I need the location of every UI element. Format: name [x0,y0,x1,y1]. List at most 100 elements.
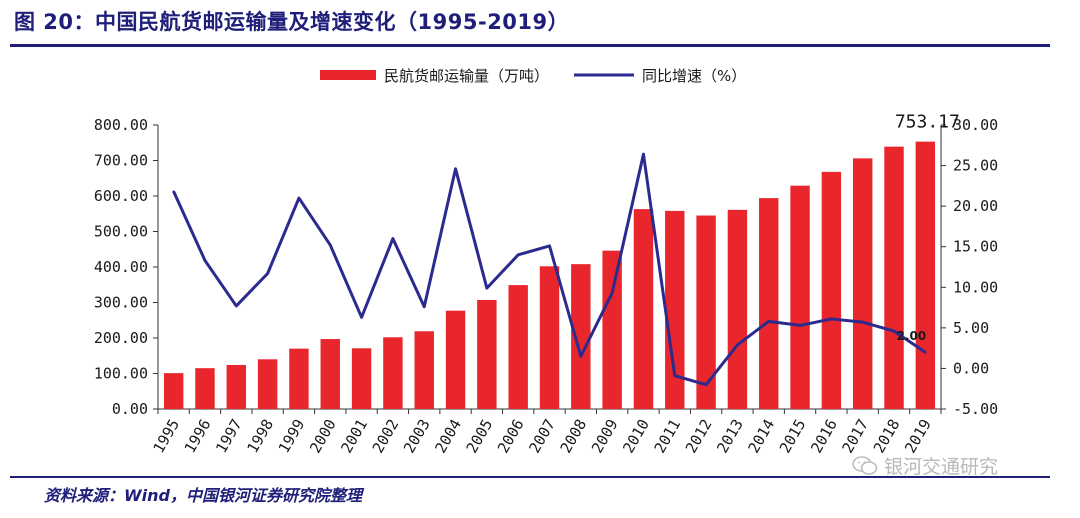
x-tick-label: 1996 [181,416,215,456]
line-point-1996 [203,259,207,262]
bar-2019 [915,141,936,410]
x-axis-labels: 1995199619971998199920002001200220032004… [149,409,942,456]
footer-divider [10,476,1050,478]
legend-line-label: 同比增速（%） [642,67,746,85]
bar-1998 [257,359,278,409]
line-point-2013 [736,343,739,347]
title-divider [10,44,1050,47]
line-point-1995 [172,190,175,193]
x-tick-label: 1998 [243,416,277,456]
left-tick-label: 300.00 [94,294,148,312]
line-point-2008 [579,355,583,358]
x-tick-label: 2016 [807,416,841,456]
left-tick-label: 800.00 [94,116,148,134]
bar-2001 [351,348,372,409]
bar-2006 [508,285,528,409]
line-point-1997 [235,304,238,308]
wechat-icon [852,455,878,475]
x-tick-label: 2006 [494,416,528,456]
bar-2000 [320,339,340,409]
bar-2007 [539,266,560,409]
line-point-2012 [704,383,708,386]
bar-2014 [759,198,779,409]
left-tick-label: 100.00 [94,365,148,383]
legend-bar-swatch [320,70,376,80]
watermark: 银河交通研究 [852,452,998,479]
bar-1995 [163,373,184,409]
right-tick-label: 25.00 [953,157,998,175]
line-point-2011 [673,374,676,377]
bar-2009 [602,250,622,409]
bar-1999 [289,348,309,409]
x-tick-label: 2003 [400,416,434,456]
line-point-2003 [423,305,426,308]
figure-title: 图 20：中国民航货邮运输量及增速变化（1995-2019） [14,10,570,34]
line-point-2005 [485,286,489,290]
line-point-2006 [516,253,520,257]
x-tick-label: 1999 [275,416,309,456]
bar-2005 [477,300,497,409]
line-data-label: 2.00 [897,329,927,343]
bar-1997 [226,364,247,409]
right-tick-label: -5.00 [953,400,998,418]
line-point-2019 [924,351,927,354]
left-tick-label: 600.00 [94,187,148,205]
x-tick-label: 2011 [651,416,685,456]
bar-2013 [727,209,748,409]
right-tick-label: 15.00 [953,238,998,256]
line-point-2018 [892,329,896,333]
left-tick-label: 200.00 [94,329,148,347]
line-point-2014 [767,320,770,323]
line-point-2010 [642,153,645,156]
left-axis-ticks: 0.00 100.00 200.00 300.00 400.00 500.00 600.00… [94,116,158,418]
bar-2010 [633,209,654,409]
right-tick-label: 20.00 [953,197,998,215]
bar-2003 [414,331,434,409]
x-tick-label: 2001 [337,416,371,456]
x-tick-label: 2014 [745,416,779,456]
x-tick-label: 2012 [682,416,716,456]
x-tick-label: 2004 [431,416,465,456]
bar-2004 [445,310,466,409]
right-tick-label: 0.00 [953,359,989,377]
right-tick-label: 30.00 [953,116,998,134]
data-labels: 753.17 2.00 [895,112,960,344]
x-tick-label: 2008 [557,416,591,456]
bar-data-label: 753.17 [895,112,960,133]
x-tick-label: 2019 [901,416,935,456]
x-tick-label: 2013 [713,416,747,456]
right-tick-label: 10.00 [953,278,998,296]
x-tick-label: 2005 [463,416,497,456]
x-tick-label: 2010 [619,416,653,456]
bar-series [163,141,936,410]
x-tick-label: 2000 [306,416,340,456]
right-axis-ticks: -5.00 0.00 5.00 10.00 15.00 20.00 25.00 30.00 [941,116,998,418]
line-series [172,152,927,387]
bar-2011 [665,210,685,409]
line-point-2000 [329,243,332,247]
left-tick-label: 0.00 [112,400,148,418]
legend-bar-label: 民航货邮运输量（万吨） [384,67,549,85]
bar-2002 [383,337,403,409]
x-tick-label: 2018 [870,416,904,456]
left-tick-label: 500.00 [94,223,148,241]
bar-2018 [884,146,904,409]
line-point-2017 [861,320,864,324]
line-point-2004 [454,167,457,171]
line-point-2002 [391,237,395,240]
left-tick-label: 400.00 [94,258,148,276]
bar-2016 [821,171,842,409]
legend: 民航货邮运输量（万吨） 同比增速（%） [320,67,746,85]
right-tick-label: 5.00 [953,319,989,337]
line-point-2016 [830,317,833,321]
x-tick-label: 2017 [839,416,873,456]
x-tick-label: 2009 [588,416,622,456]
x-tick-label: 1995 [149,416,183,456]
bar-2015 [790,185,810,409]
line-point-2009 [610,291,614,295]
bar-2017 [852,158,873,409]
bar-2012 [696,215,716,409]
source-note: 资料来源：Wind，中国银河证券研究院整理 [44,486,362,505]
line-point-2015 [798,324,802,327]
line-point-1999 [297,196,301,200]
